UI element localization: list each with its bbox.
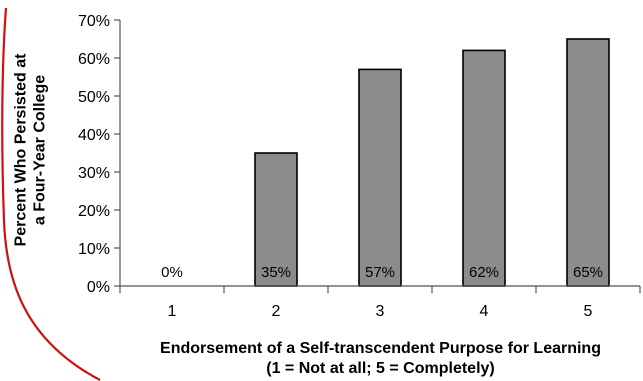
data-label-2: 35%	[261, 264, 291, 281]
x-tick-label: 2	[272, 303, 281, 320]
y-tick-label: 50%	[78, 89, 110, 106]
x-tick-label: 3	[376, 303, 385, 320]
y-tick-label: 30%	[78, 165, 110, 182]
x-tick-label: 4	[480, 303, 489, 320]
y-tick-label: 60%	[78, 51, 110, 68]
data-label-4: 62%	[469, 264, 499, 281]
x-axis-label-line-1: Endorsement of a Self-transcendent Purpo…	[160, 340, 601, 357]
y-axis-label: Percent Who Persisted at a Four-Year Col…	[11, 54, 49, 247]
bar-5	[566, 38, 610, 287]
x-axis-label: Endorsement of a Self-transcendent Purpo…	[118, 339, 643, 379]
bar-4	[462, 49, 506, 287]
y-tick-label: 40%	[78, 127, 110, 144]
x-tick-label: 5	[584, 303, 593, 320]
x-axis-label-line-2: (1 = Not at all; 5 = Completely)	[266, 360, 495, 377]
y-axis-label-line-1: Percent Who Persisted at	[12, 53, 30, 247]
data-label-3: 57%	[365, 264, 395, 281]
y-tick-label: 70%	[78, 13, 110, 30]
annotation-curve	[1, 7, 101, 381]
y-tick-label: 20%	[78, 203, 110, 220]
y-axis-label-line-2: a Four-Year College	[31, 74, 49, 226]
x-tick-label: 1	[168, 303, 177, 320]
y-tick-label: 10%	[78, 241, 110, 258]
data-label-5: 65%	[573, 264, 603, 281]
data-label-1: 0%	[161, 264, 183, 281]
y-axis-label-wrap: Percent Who Persisted at a Four-Year Col…	[0, 0, 60, 300]
bar-3	[358, 68, 402, 287]
y-tick-label: 0%	[87, 279, 110, 296]
